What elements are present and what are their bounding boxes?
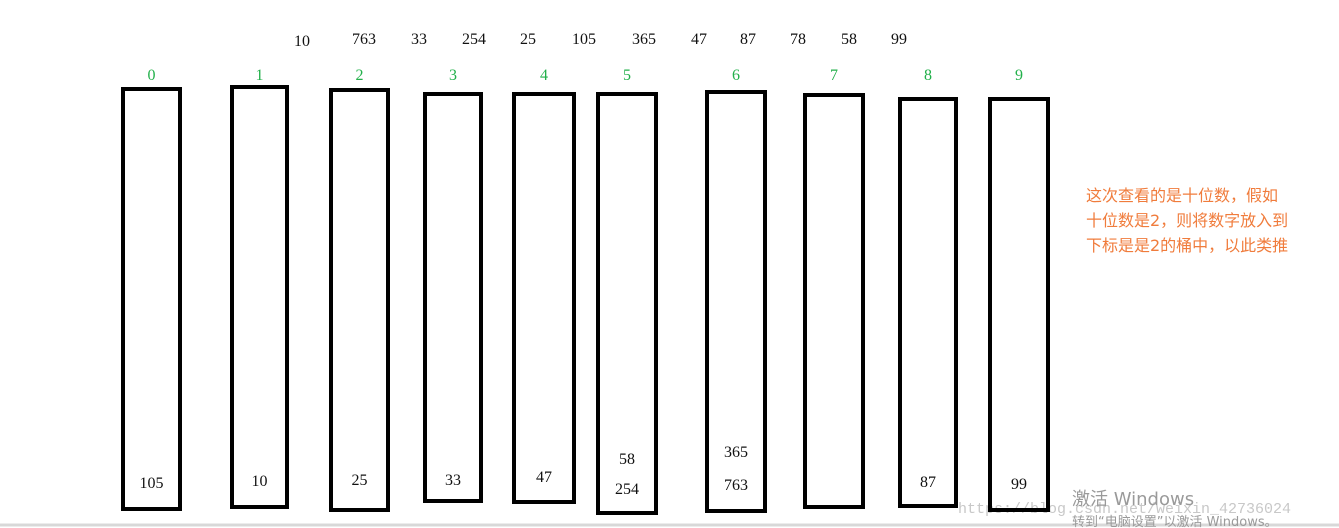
bucket-index: 7 (830, 67, 838, 84)
sequence-number: 365 (632, 31, 656, 48)
bucket-item: 33 (445, 472, 461, 489)
sequence-number: 99 (891, 31, 907, 48)
bucket-index: 6 (732, 67, 740, 84)
bucket-index: 5 (623, 67, 631, 84)
bucket-index: 9 (1015, 67, 1023, 84)
sequence-number: 254 (462, 31, 486, 48)
bucket-index: 0 (148, 67, 156, 84)
note-line: 十位数是2，则将数字放入到 (1086, 211, 1288, 230)
bucket-item: 10 (252, 473, 268, 490)
bucket-item: 58 (619, 451, 635, 468)
bucket-item: 47 (536, 469, 552, 486)
sequence-number: 763 (352, 31, 376, 48)
bucket-item: 105 (140, 475, 164, 492)
bucket-index: 4 (540, 67, 548, 84)
bucket (121, 87, 182, 511)
bucket (423, 92, 483, 503)
bucket-item: 25 (352, 472, 368, 489)
bucket-index: 8 (924, 67, 932, 84)
bucket-item: 365 (724, 444, 748, 461)
watermark-activate: 激活 Windows (1072, 489, 1194, 510)
sequence-number: 25 (520, 31, 536, 48)
bucket (596, 92, 658, 515)
watermark-url: https://blog.csdn.net/weixin_42736024 (958, 501, 1291, 518)
sequence-number: 47 (691, 31, 707, 48)
sequence-number: 87 (740, 31, 756, 48)
note-line: 下标是是2的桶中，以此类推 (1086, 236, 1288, 255)
bucket (803, 93, 865, 509)
sequence-number: 33 (411, 31, 427, 48)
sequence-number: 10 (294, 33, 310, 50)
bucket-index: 3 (449, 67, 457, 84)
bucket-item: 87 (920, 474, 936, 491)
bucket (898, 97, 958, 508)
bucket-item: 254 (615, 481, 639, 498)
sequence-number: 58 (841, 31, 857, 48)
watermark-hint: 转到“电脑设置”以激活 Windows。 (1072, 515, 1278, 528)
bucket-index: 2 (356, 67, 364, 84)
bucket-index: 1 (256, 67, 264, 84)
sequence-number: 78 (790, 31, 806, 48)
bucket (512, 92, 576, 504)
bucket (705, 90, 767, 513)
sequence-number: 105 (572, 31, 596, 48)
bucket (329, 88, 390, 512)
bucket-item: 99 (1011, 476, 1027, 493)
note-line: 这次查看的是十位数，假如 (1086, 186, 1278, 205)
bucket (230, 85, 289, 509)
bucket-item: 763 (724, 477, 748, 494)
bucket (988, 97, 1050, 512)
